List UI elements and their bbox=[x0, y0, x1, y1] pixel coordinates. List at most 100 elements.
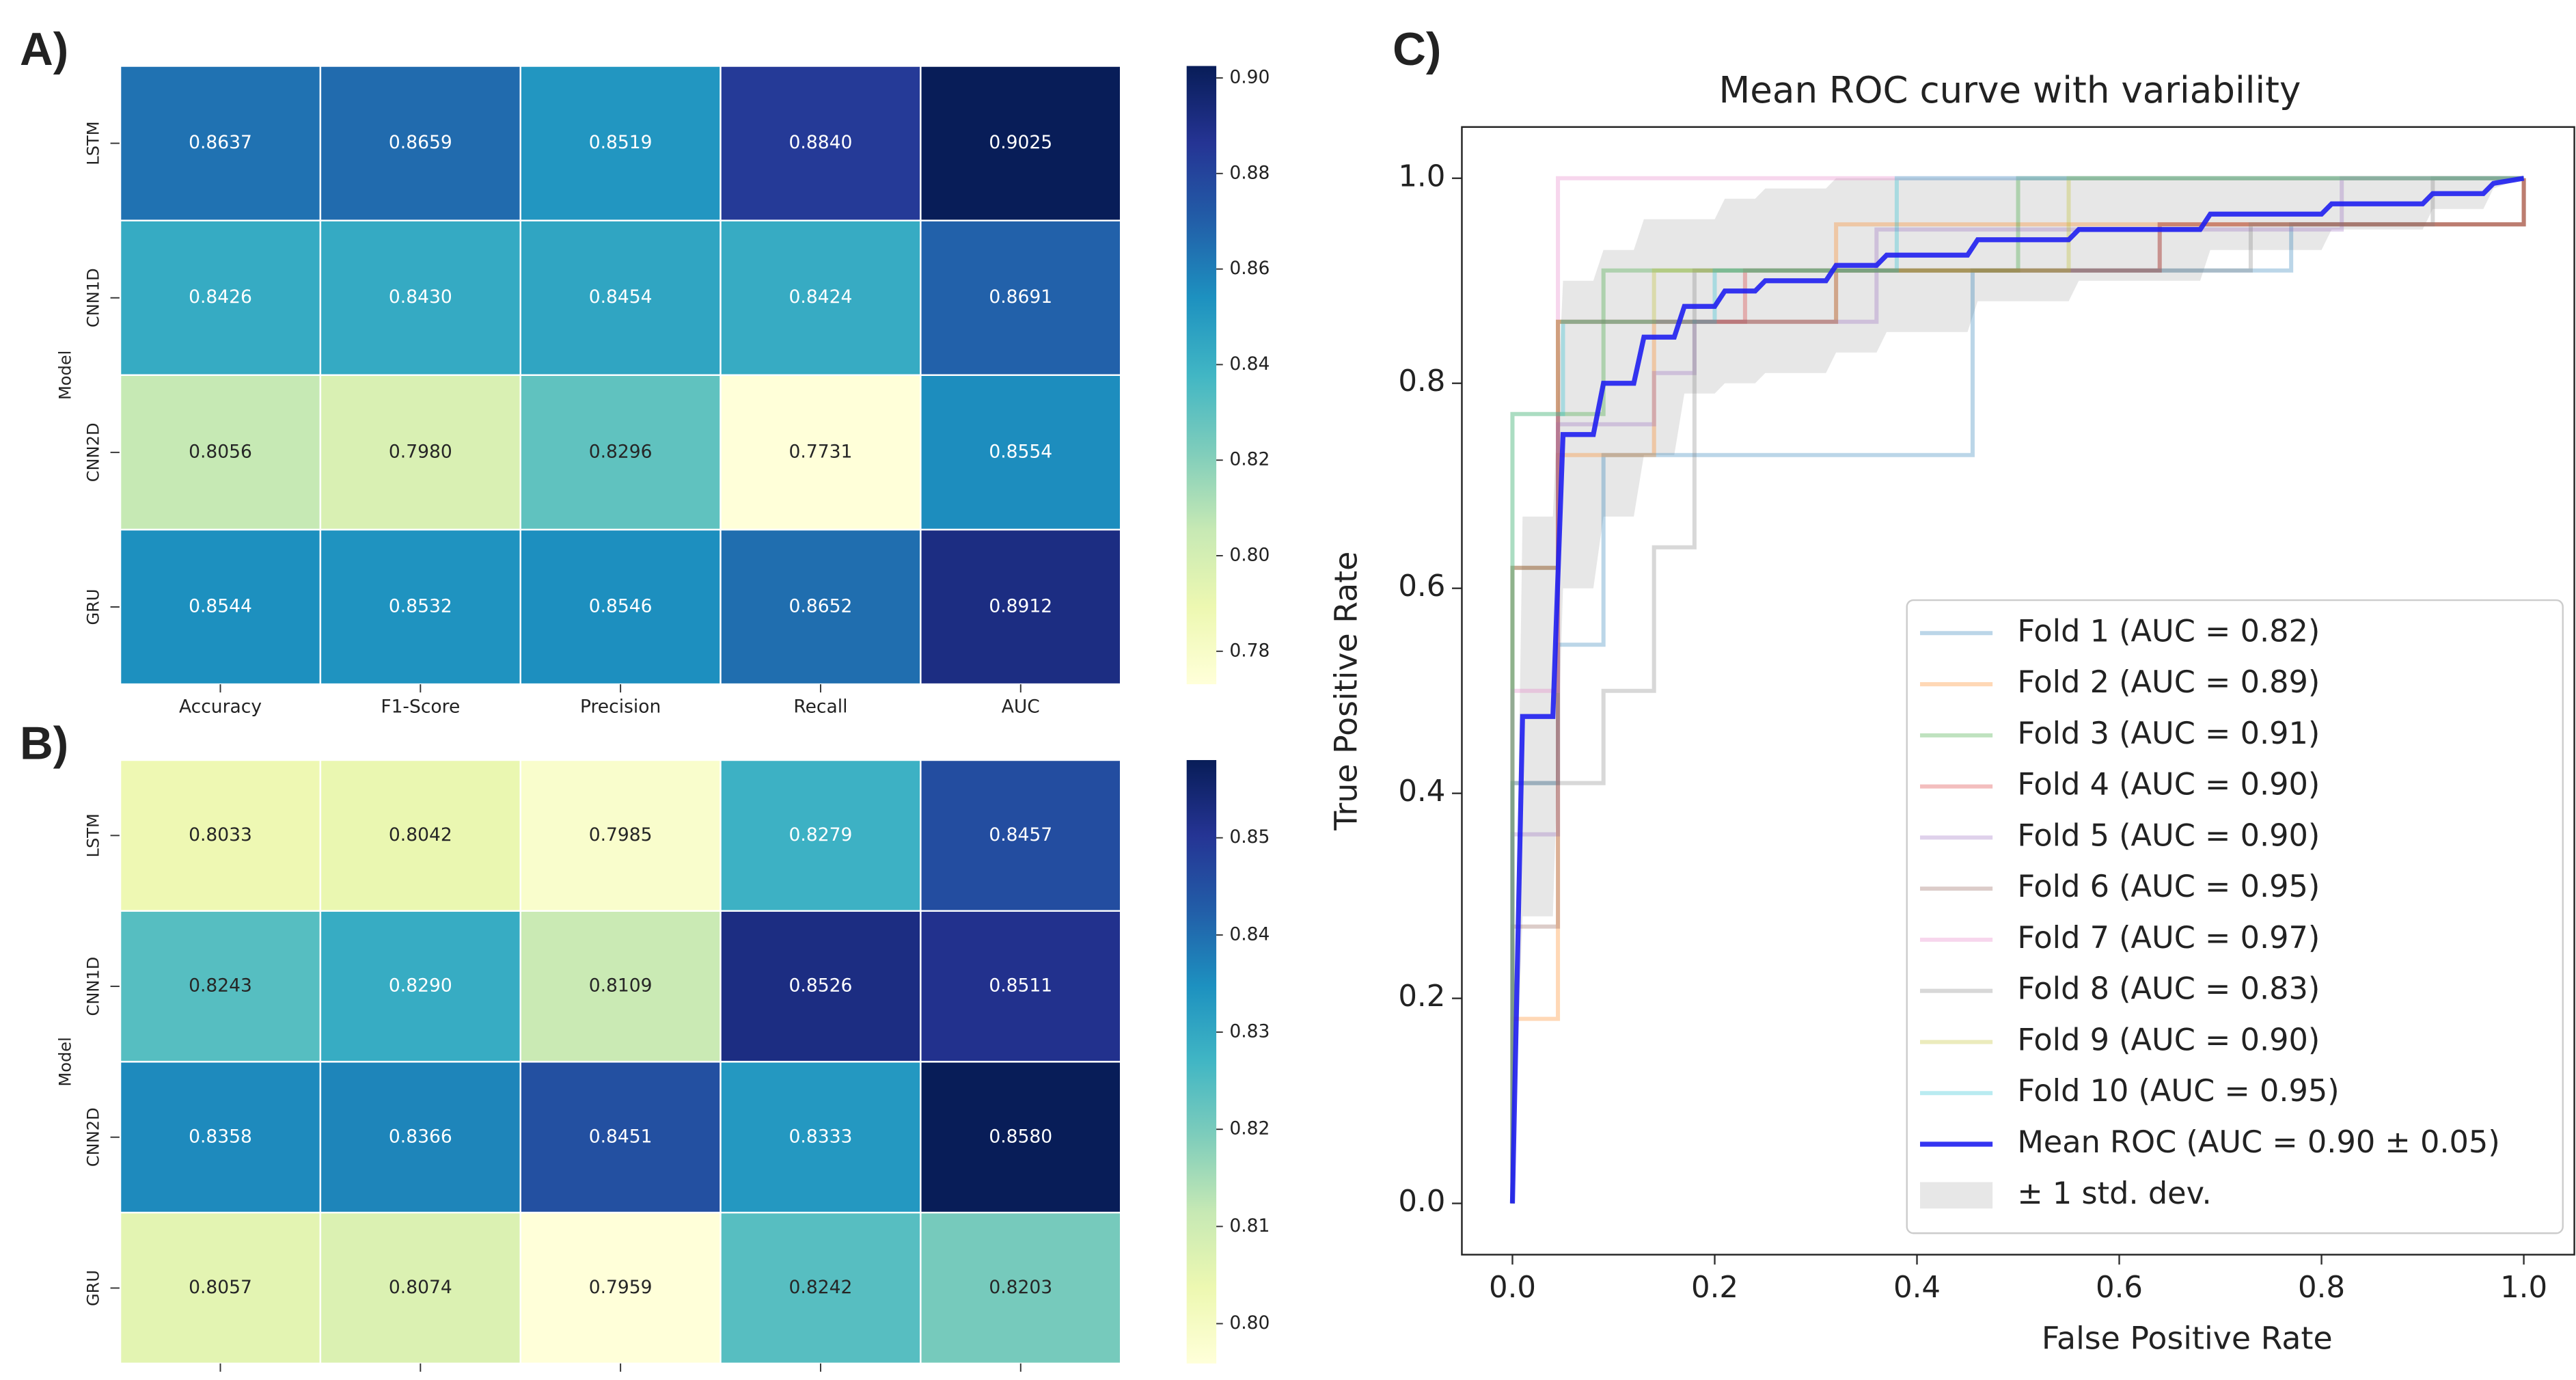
heatmap-cell bbox=[319, 219, 521, 377]
colorbar-tick-label: 0.85 bbox=[1229, 826, 1270, 848]
fold-roc-line bbox=[1510, 176, 2524, 1204]
cell-value: 0.8033 bbox=[189, 824, 252, 845]
heatmap-cell bbox=[519, 528, 722, 686]
legend-label: Fold 1 (AUC = 0.82) bbox=[2017, 613, 2320, 649]
legend-label: Mean ROC (AUC = 0.90 ± 0.05) bbox=[2017, 1124, 2499, 1160]
heatmap-cell bbox=[119, 759, 322, 912]
cell-value: 0.8074 bbox=[389, 1277, 452, 1298]
panel-label: A) bbox=[20, 24, 68, 75]
legend-label: ± 1 std. dev. bbox=[2017, 1176, 2211, 1211]
cell-value: 0.8580 bbox=[989, 1126, 1052, 1147]
cell-value: 0.8203 bbox=[989, 1277, 1052, 1298]
y-axis-label: Model bbox=[55, 1037, 74, 1086]
y-tick-label: 0.8 bbox=[1398, 364, 1445, 398]
heatmap-cell bbox=[519, 759, 722, 912]
x-tick-label: 0.6 bbox=[2096, 1271, 2143, 1305]
cell-value: 0.8544 bbox=[189, 595, 252, 617]
colorbar-tick-label: 0.82 bbox=[1229, 449, 1270, 470]
legend-label: Fold 10 (AUC = 0.95) bbox=[2017, 1073, 2339, 1109]
fold-roc-line bbox=[1510, 176, 2524, 1204]
colorbar-tick-label: 0.80 bbox=[1229, 545, 1270, 566]
legend-frame bbox=[1906, 599, 2564, 1234]
heatmap-cell bbox=[519, 374, 722, 531]
row-label: LSTM bbox=[83, 121, 102, 165]
cell-value: 0.8426 bbox=[189, 286, 252, 308]
column-label: Accuracy bbox=[179, 696, 262, 717]
heatmap-cell bbox=[720, 1211, 922, 1365]
row-label: CNN2D bbox=[83, 422, 102, 482]
y-axis-label: True Positive Rate bbox=[1328, 552, 1365, 831]
colorbar-tick-label: 0.86 bbox=[1229, 258, 1270, 279]
heatmap-cell bbox=[720, 528, 922, 686]
y-tick-label: 1.0 bbox=[1398, 159, 1445, 193]
row-label: GRU bbox=[83, 588, 102, 625]
heatmap-cell bbox=[119, 910, 322, 1063]
cell-value: 0.8912 bbox=[989, 595, 1052, 617]
heatmap-cell bbox=[319, 1211, 521, 1365]
cell-value: 0.8451 bbox=[589, 1126, 653, 1147]
heatmap-cell bbox=[119, 528, 322, 686]
row-label: CNN1D bbox=[83, 957, 102, 1016]
heatmap-cell bbox=[319, 374, 521, 531]
cell-value: 0.8532 bbox=[389, 595, 452, 617]
column-label: Recall bbox=[793, 696, 847, 717]
colorbar-tick-label: 0.81 bbox=[1229, 1215, 1270, 1236]
column-label: Precision bbox=[580, 696, 661, 717]
heatmap-cell bbox=[119, 219, 322, 377]
legend-label: Fold 2 (AUC = 0.89) bbox=[2017, 664, 2320, 700]
cell-value: 0.8457 bbox=[989, 824, 1052, 845]
colorbar bbox=[1186, 760, 1217, 1364]
std-band bbox=[1512, 178, 2524, 1204]
x-tick-label: 1.0 bbox=[2500, 1271, 2547, 1305]
cell-value: 0.7959 bbox=[589, 1277, 653, 1298]
panel-label: B) bbox=[20, 718, 68, 770]
x-tick-label: 0.4 bbox=[1893, 1271, 1941, 1305]
cell-value: 0.8242 bbox=[789, 1277, 853, 1298]
y-tick-label: 0.4 bbox=[1398, 774, 1445, 809]
heatmap-cell bbox=[920, 219, 1122, 377]
cell-value: 0.8511 bbox=[989, 975, 1052, 997]
x-axis-label: False Positive Rate bbox=[2042, 1320, 2333, 1357]
y-tick-label: 0.0 bbox=[1398, 1185, 1445, 1219]
heatmap-cell bbox=[920, 65, 1122, 221]
heatmap-cell bbox=[319, 910, 521, 1063]
heatmap-cell bbox=[519, 1211, 722, 1365]
cell-value: 0.8430 bbox=[389, 286, 452, 308]
mean-roc-line bbox=[1509, 176, 2525, 1204]
y-tick-label: 0.2 bbox=[1398, 979, 1445, 1014]
heatmap-cell bbox=[920, 374, 1122, 531]
panel-label: C) bbox=[1393, 24, 1441, 75]
colorbar-tick-label: 0.82 bbox=[1229, 1118, 1270, 1139]
cell-value: 0.8637 bbox=[189, 132, 252, 153]
fold-roc-line bbox=[1510, 176, 2524, 1204]
fold-roc-line bbox=[1510, 178, 2526, 1204]
cell-value: 0.8840 bbox=[789, 132, 853, 153]
x-tick-label: 0.0 bbox=[1489, 1271, 1536, 1305]
cell-value: 0.8296 bbox=[589, 441, 653, 462]
heatmap-cell bbox=[920, 1211, 1122, 1365]
colorbar-tick-label: 0.78 bbox=[1229, 640, 1270, 661]
cell-value: 0.8057 bbox=[189, 1277, 252, 1298]
row-label: GRU bbox=[83, 1270, 102, 1306]
colorbar-tick-label: 0.90 bbox=[1229, 67, 1270, 88]
x-tick-label: 0.2 bbox=[1691, 1271, 1738, 1305]
cell-value: 0.8519 bbox=[589, 132, 653, 153]
cell-value: 0.7980 bbox=[389, 441, 452, 462]
colorbar bbox=[1186, 66, 1217, 685]
cell-value: 0.8243 bbox=[189, 975, 252, 997]
cell-value: 0.8424 bbox=[789, 286, 853, 308]
column-label: AUC bbox=[1002, 696, 1040, 717]
cell-value: 0.8056 bbox=[189, 441, 252, 462]
cell-value: 0.8659 bbox=[389, 132, 452, 153]
colorbar-tick-label: 0.88 bbox=[1229, 162, 1270, 183]
legend-label: Fold 6 (AUC = 0.95) bbox=[2017, 869, 2320, 904]
heatmap-cell bbox=[720, 1061, 922, 1214]
y-axis-label: Model bbox=[55, 351, 74, 400]
heatmap-cell bbox=[720, 374, 922, 531]
heatmap-cell bbox=[319, 65, 521, 221]
cell-value: 0.9025 bbox=[989, 132, 1052, 153]
cell-value: 0.8358 bbox=[189, 1126, 252, 1147]
legend-label: Fold 5 (AUC = 0.90) bbox=[2017, 817, 2320, 853]
heatmap-cell bbox=[319, 759, 521, 912]
